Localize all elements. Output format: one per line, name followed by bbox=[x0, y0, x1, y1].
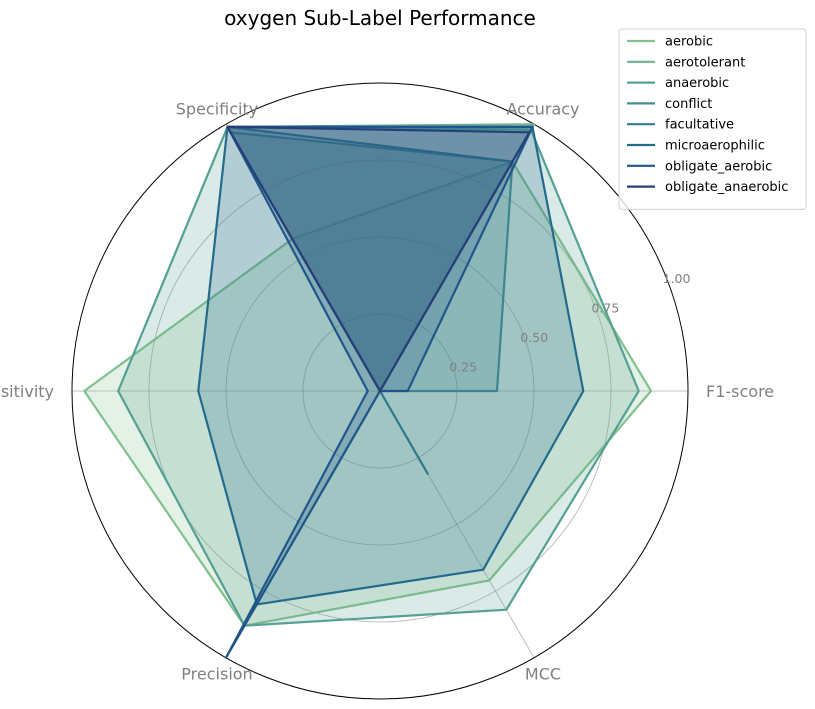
legend-label-aerobic: aerobic bbox=[665, 35, 713, 50]
series-fill-microaerophilic bbox=[198, 126, 584, 605]
radar-series bbox=[83, 123, 653, 659]
series-fill-aerobic bbox=[84, 161, 652, 626]
axis-labels: 0.25 0.50 0.75 1.00 F1-score Accuracy Specific… bbox=[0, 100, 774, 684]
legend: aerobic aerotolerant anaerobic conflict facu… bbox=[618, 28, 807, 210]
series-fill-obligate-anaerobic bbox=[227, 126, 530, 392]
r-tick-label: 0.75 bbox=[591, 301, 619, 316]
r-tick-label: 0.50 bbox=[520, 330, 548, 345]
series-fill-facultative bbox=[227, 126, 513, 474]
legend-label-facultative: facultative bbox=[665, 118, 734, 133]
grid-ring bbox=[225, 236, 535, 546]
grid-ring bbox=[148, 159, 612, 623]
legend-label-conflict: conflict bbox=[665, 97, 712, 112]
axis-label-mcc: MCC bbox=[525, 664, 561, 683]
legend-label-obligate-aerobic: obligate_aerobic bbox=[665, 159, 772, 174]
series-fill-conflict bbox=[230, 132, 513, 493]
outer-ring bbox=[71, 82, 689, 700]
axis-label-sensitivity: Sensitivity bbox=[0, 382, 54, 401]
legend-label-aerotolerant: aerotolerant bbox=[665, 55, 745, 70]
axis-label-accuracy: Accuracy bbox=[506, 100, 579, 119]
legend-label-microaerophilic: microaerophilic bbox=[665, 139, 765, 154]
series-fill-anaerobic bbox=[118, 126, 639, 626]
chart-title: oxygen Sub-Label Performance bbox=[224, 6, 536, 30]
axis-label-f1-score: F1-score bbox=[706, 382, 774, 401]
r-tick-label: 1.00 bbox=[663, 271, 691, 286]
axis-label-specificity: Specificity bbox=[176, 100, 258, 119]
axis-label-precision: Precision bbox=[181, 664, 252, 683]
r-tick-label: 0.25 bbox=[449, 360, 477, 375]
legend-label-obligate-anaerobic: obligate_anaerobic bbox=[665, 180, 788, 195]
legend-label-anaerobic: anaerobic bbox=[665, 76, 729, 91]
series-line-obligate-anaerobic bbox=[226, 125, 531, 393]
legend-box bbox=[618, 28, 807, 210]
